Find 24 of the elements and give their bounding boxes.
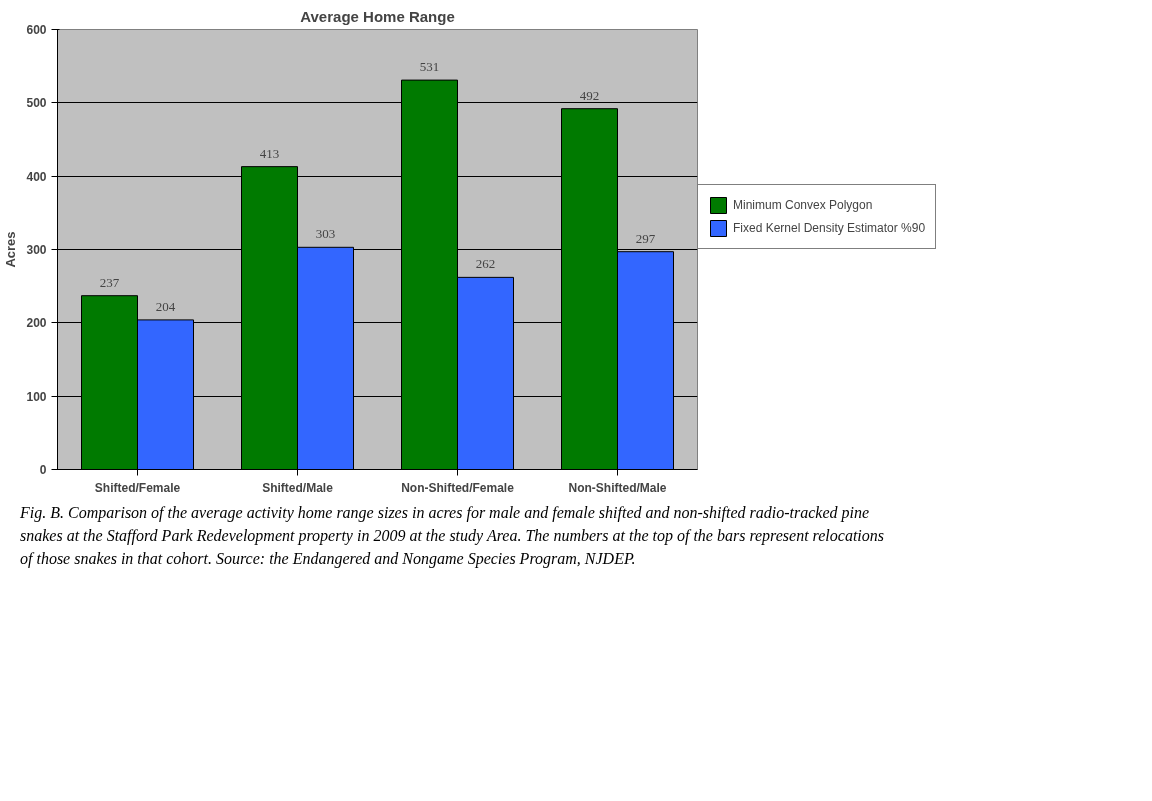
y-tick-label: 100 (26, 389, 47, 404)
y-axis-title: Acres (3, 231, 19, 268)
data-label: 237 (99, 274, 120, 290)
x-tick-label: Shifted/Female (94, 480, 181, 495)
x-tick-label: Non-Shifted/Male (568, 480, 667, 495)
y-tick-label: 200 (26, 316, 47, 331)
x-tick-label: Shifted/Male (262, 480, 334, 495)
data-label: 531 (419, 59, 440, 75)
chart-title: Average Home Range (300, 7, 455, 25)
data-label: 492 (579, 87, 600, 103)
data-label: 303 (315, 226, 336, 242)
legend-label: Fixed Kernel Density Estimator %90 (733, 221, 926, 235)
y-tick-label: 600 (26, 23, 47, 37)
x-tick-label: Non-Shifted/Female (401, 480, 515, 495)
y-tick-label: 300 (26, 243, 47, 257)
data-label: 262 (475, 256, 496, 272)
data-label: 413 (259, 145, 280, 161)
data-label: 297 (635, 230, 656, 246)
legend-label: Minimum Convex Polygon (733, 198, 873, 212)
y-tick-label: 400 (26, 169, 47, 184)
y-tick-label: 0 (39, 463, 47, 477)
y-tick-label: 500 (26, 96, 47, 111)
text: Fig. B. Comparison of the average activity home range sizes in acres for male and female shifted and non-shifted radio-tracked pine snakes at the Stafford Park Redevelopment property in 2009 at the study Area. The numbers at the top of the bars represent relocations of those snakes in that cohort. Source: the Endangered and Nongame Species Program, NJDEP. (20, 503, 885, 570)
data-label: 204 (155, 298, 176, 314)
